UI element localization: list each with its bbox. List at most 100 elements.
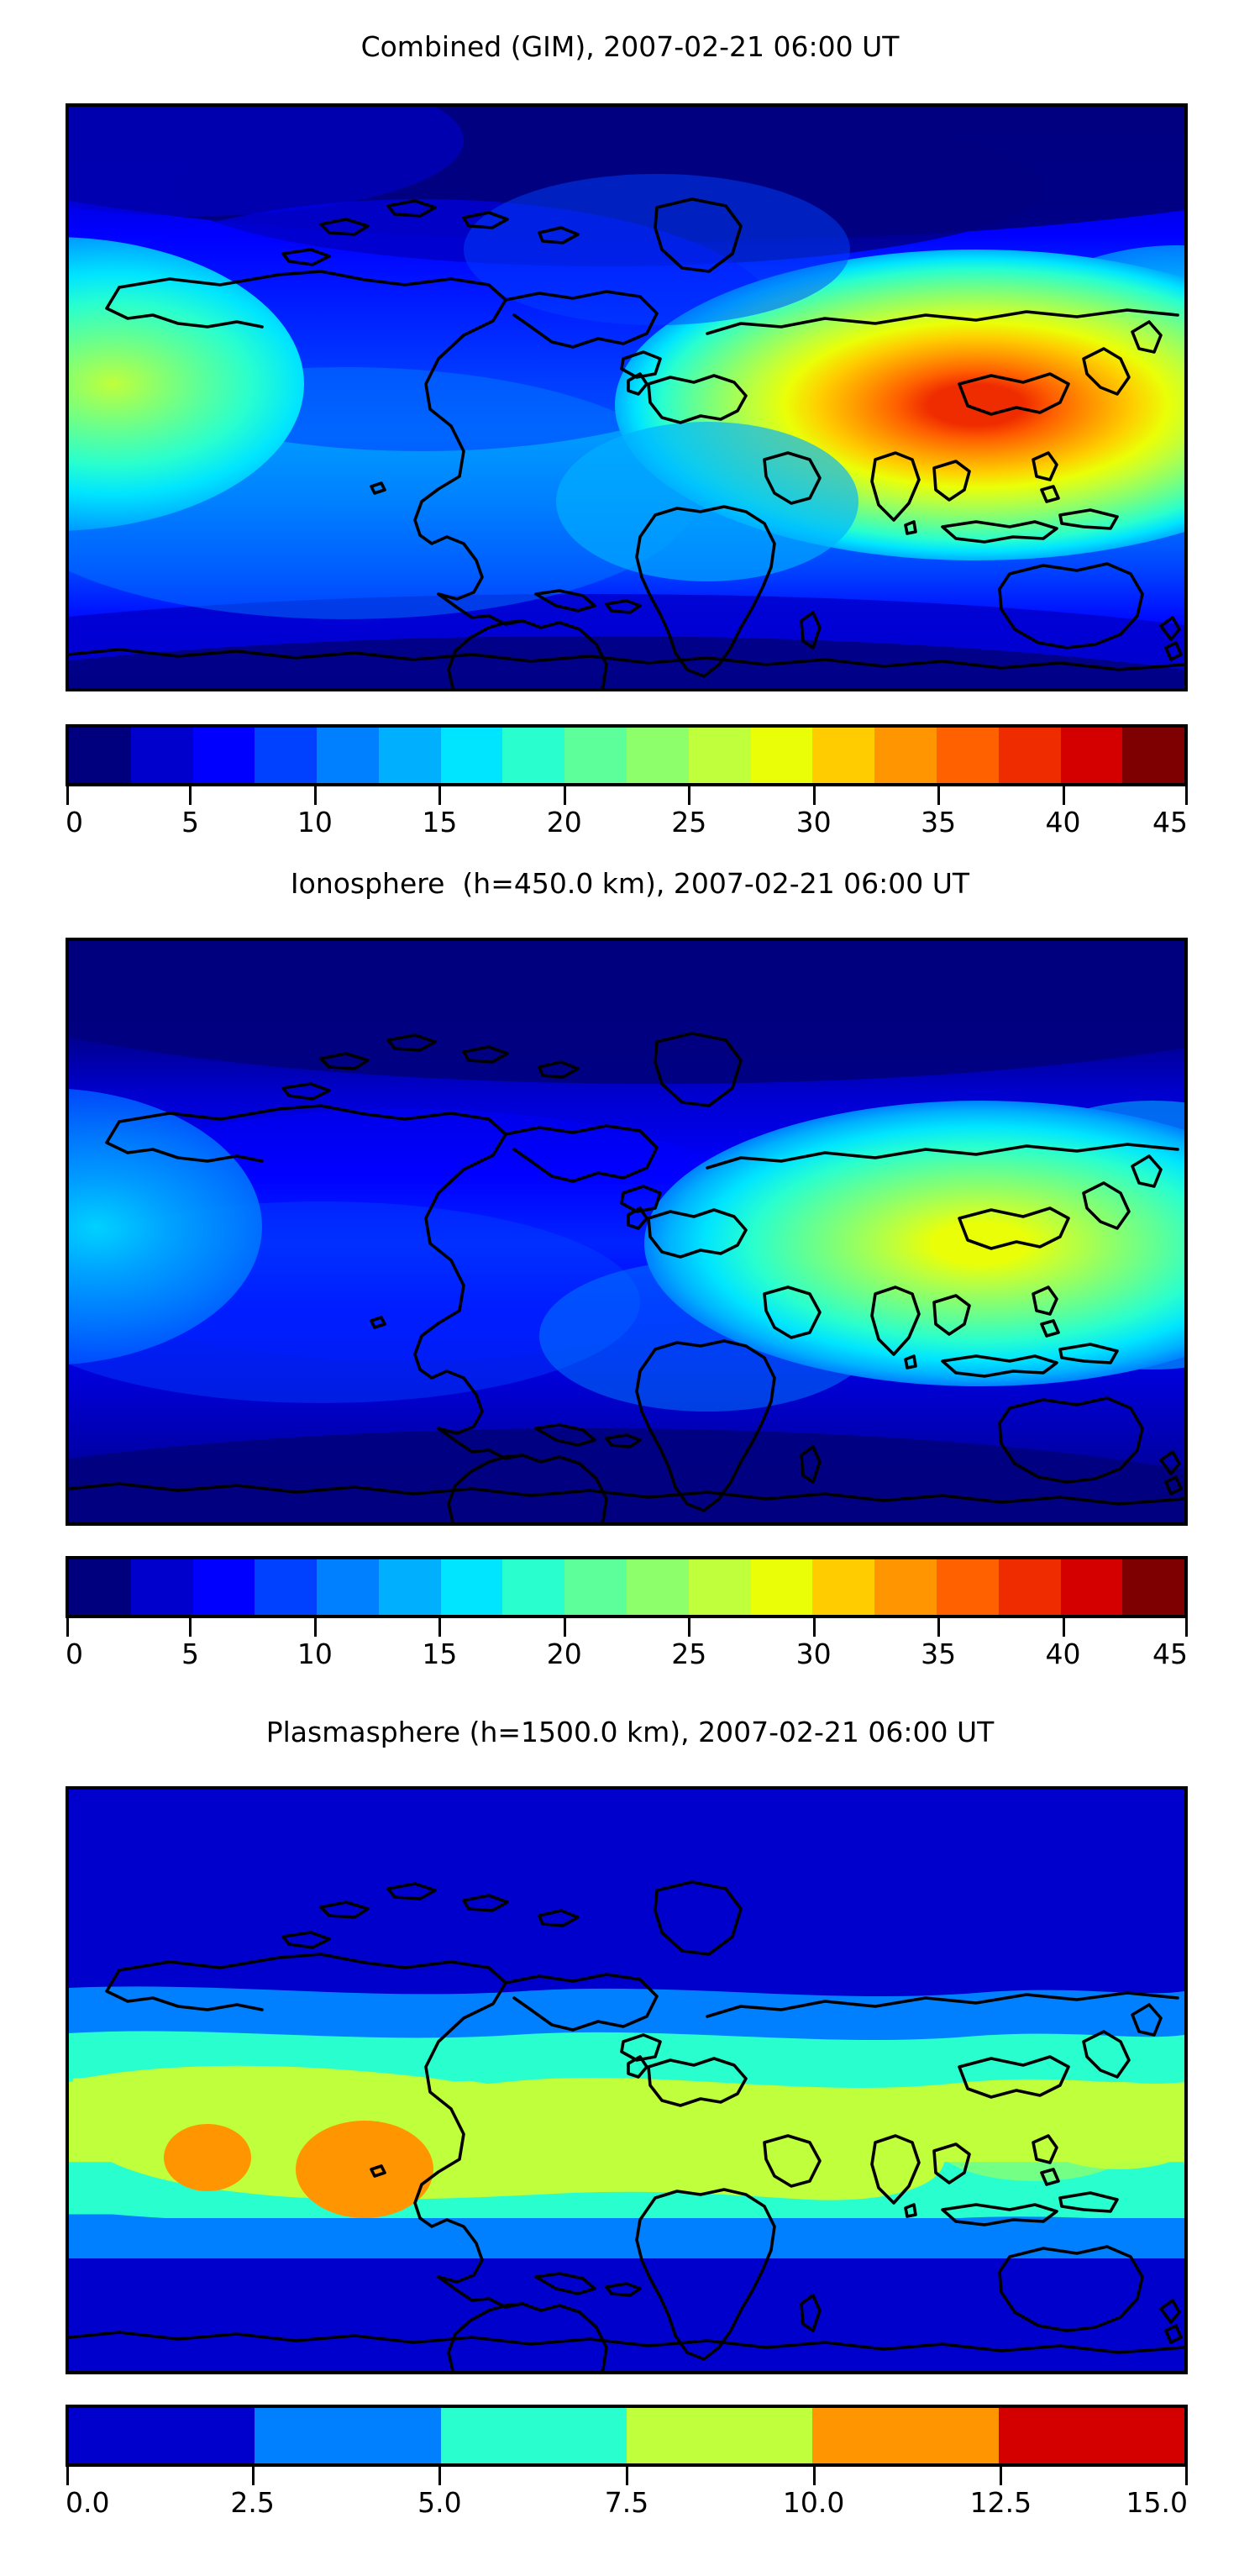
colorbar-ticks-ionosphere: 0 5 10 15 20 25 30 35 40 45 xyxy=(66,1618,1188,1727)
map-ionosphere xyxy=(66,938,1188,1526)
map-canvas-plasmasphere xyxy=(69,1790,1184,2371)
colorbar-tick-label: 5 xyxy=(181,1638,199,1670)
colorbar-ticks-plasmasphere: 0.0 2.5 5.0 7.5 10.0 12.5 15.0 xyxy=(66,2467,1188,2576)
colorbar-segment xyxy=(192,728,255,783)
panel-title-plasmasphere: Plasmasphere (h=1500.0 km), 2007-02-21 0… xyxy=(265,1716,995,1748)
colorbar-tick-label: 10 xyxy=(297,806,333,839)
colorbar-segment xyxy=(502,728,565,783)
map-combined xyxy=(66,103,1188,691)
colorbar-segment xyxy=(564,1559,627,1615)
colorbar-tick-label: 15.0 xyxy=(1126,2486,1188,2519)
colorbar-tick xyxy=(937,1618,941,1637)
coastlines xyxy=(69,1032,1184,1522)
colorbar-tick-label: 25 xyxy=(671,806,707,839)
colorbar-strip-ionosphere xyxy=(66,1556,1188,1618)
colorbar-segment xyxy=(130,1559,193,1615)
coastlines xyxy=(69,197,1184,688)
colorbar-segment xyxy=(627,728,689,783)
colorbar-segment xyxy=(812,728,875,783)
colorbar-segment xyxy=(750,1559,813,1615)
colorbar-tick-label: 45 xyxy=(1152,1638,1188,1670)
colorbar-tick xyxy=(438,1618,442,1637)
colorbar-segment xyxy=(317,1559,379,1615)
colorbar-segment xyxy=(1122,728,1184,783)
colorbar-tick xyxy=(688,1618,691,1637)
colorbar-tick xyxy=(563,786,566,805)
colorbar-tick xyxy=(1185,2467,1188,2485)
colorbar-tick xyxy=(812,786,816,805)
colorbar-tick-label: 25 xyxy=(671,1638,707,1670)
colorbar-tick-label: 2.5 xyxy=(230,2486,275,2519)
colorbar-tick-label: 10.0 xyxy=(782,2486,845,2519)
map-plasmasphere xyxy=(66,1786,1188,2374)
colorbar-tick-label: 0.0 xyxy=(66,2486,110,2519)
colorbar-tick xyxy=(438,2467,442,2485)
colorbar-segment xyxy=(440,2408,627,2463)
colorbar-segment xyxy=(255,1559,318,1615)
colorbar-segment xyxy=(440,1559,503,1615)
colorbar-segment xyxy=(812,1559,875,1615)
colorbar-segment xyxy=(130,728,193,783)
colorbar-tick-label: 5.0 xyxy=(417,2486,462,2519)
colorbar-segment xyxy=(69,1559,131,1615)
colorbar-segment xyxy=(317,728,379,783)
colorbar-tick xyxy=(66,786,69,805)
colorbar-tick-label: 7.5 xyxy=(604,2486,649,2519)
colorbar-tick xyxy=(1185,1618,1188,1637)
colorbar-segment xyxy=(812,2408,999,2463)
colorbar-segment xyxy=(874,728,937,783)
colorbar-ionosphere: 0 5 10 15 20 25 30 35 40 45 xyxy=(66,1556,1188,1670)
colorbar-segment xyxy=(69,2408,255,2463)
colorbar-tick xyxy=(937,786,941,805)
colorbar-segment xyxy=(564,728,627,783)
colorbar-tick xyxy=(1062,786,1065,805)
colorbar-segment xyxy=(255,728,318,783)
colorbar-segment xyxy=(626,2408,813,2463)
colorbar-segment xyxy=(998,1559,1061,1615)
colorbar-tick-label: 40 xyxy=(1045,1638,1081,1670)
tec-map-figure: Combined (GIM), 2007-02-21 06:00 UT xyxy=(66,30,1188,2519)
colorbar-segment xyxy=(440,728,503,783)
colorbar-ticks-combined: 0 5 10 15 20 25 30 35 40 45 xyxy=(66,786,1188,896)
colorbar-tick-label: 10 xyxy=(297,1638,333,1670)
colorbar-tick xyxy=(1062,1618,1065,1637)
map-canvas-ionosphere xyxy=(69,941,1184,1522)
colorbar-tick xyxy=(812,1618,816,1637)
colorbar-tick-label: 0 xyxy=(66,1638,83,1670)
colorbar-tick xyxy=(438,786,442,805)
colorbar-tick xyxy=(688,786,691,805)
colorbar-segment xyxy=(1060,728,1123,783)
colorbar-tick xyxy=(1000,2467,1003,2485)
colorbar-tick-label: 30 xyxy=(795,806,832,839)
panel-title-combined: Combined (GIM), 2007-02-21 06:00 UT xyxy=(360,30,900,63)
colorbar-tick xyxy=(189,1618,192,1637)
colorbar-segment xyxy=(69,728,131,783)
colorbar-tick xyxy=(563,1618,566,1637)
colorbar-segment xyxy=(998,728,1061,783)
colorbar-segment xyxy=(378,1559,441,1615)
colorbar-segment xyxy=(255,2408,441,2463)
colorbar-tick-label: 5 xyxy=(181,806,199,839)
colorbar-segment xyxy=(1060,1559,1123,1615)
colorbar-tick xyxy=(1185,786,1188,805)
colorbar-tick-label: 15 xyxy=(422,1638,458,1670)
colorbar-tick xyxy=(626,2467,628,2485)
colorbar-tick-label: 20 xyxy=(546,806,582,839)
colorbar-tick xyxy=(189,786,192,805)
colorbar-segment xyxy=(627,1559,689,1615)
colorbar-segment xyxy=(750,728,813,783)
colorbar-tick xyxy=(66,2467,69,2485)
colorbar-tick xyxy=(251,2467,255,2485)
panel-title-ionosphere: Ionosphere (h=450.0 km), 2007-02-21 06:0… xyxy=(290,867,970,900)
colorbar-combined: 0 5 10 15 20 25 30 35 40 45 xyxy=(66,724,1188,839)
colorbar-tick-label: 45 xyxy=(1152,806,1188,839)
colorbar-segment xyxy=(688,1559,751,1615)
colorbar-tick-label: 35 xyxy=(921,806,957,839)
colorbar-segment xyxy=(378,728,441,783)
colorbar-strip-plasmasphere xyxy=(66,2405,1188,2467)
colorbar-tick xyxy=(313,786,317,805)
colorbar-tick-label: 35 xyxy=(921,1638,957,1670)
colorbar-tick-label: 12.5 xyxy=(969,2486,1032,2519)
colorbar-tick xyxy=(812,2467,816,2485)
colorbar-segment xyxy=(192,1559,255,1615)
